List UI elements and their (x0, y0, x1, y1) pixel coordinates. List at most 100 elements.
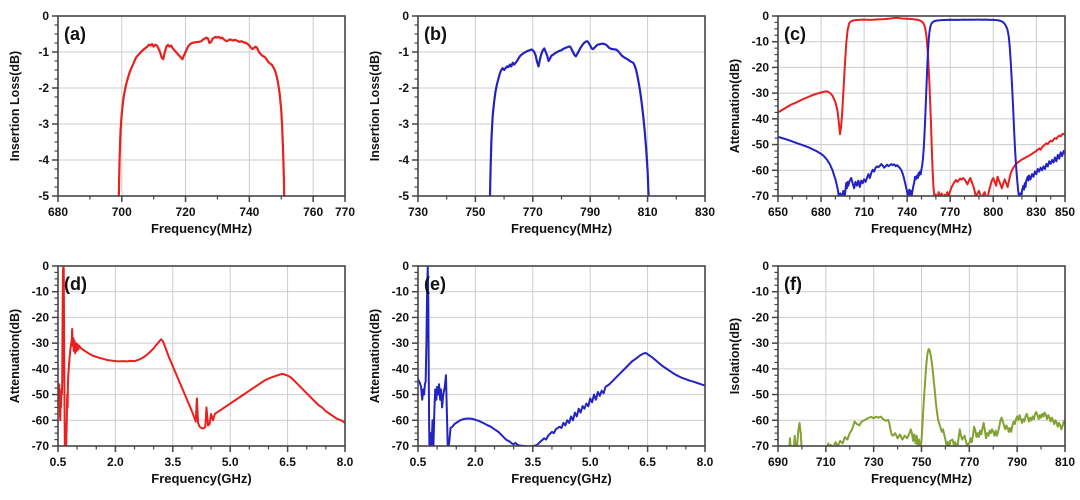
y-tick-label: -70 (752, 439, 770, 453)
x-tick-label: 830 (1026, 205, 1046, 219)
chart-insertion-loss-filter1: 680 700 720 740 760 770 0 -1 -2 -3 -4 -5 (0, 0, 360, 250)
y-tick-label: -50 (752, 138, 770, 152)
x-tick-label: 740 (897, 205, 917, 219)
panel-letter-c: (c) (784, 24, 806, 44)
y-tick-label: -50 (392, 388, 410, 402)
y-tick-label: -60 (32, 413, 50, 427)
x-tick-label: 680 (811, 205, 831, 219)
panel-e: 0.5 2.0 3.5 5.0 6.5 8.0 0 -10 -20 -30 -40 -50 -60 -70… (360, 250, 720, 500)
x-axis-label-f: Frequency(MHz) (870, 471, 973, 486)
x-tick-label: 6.5 (639, 455, 656, 469)
y-tick-label: -5 (398, 189, 409, 203)
chart-wideband-attenuation-filter1: 0.5 2.0 3.5 5.0 6.5 8.0 0 -10 -20 -30 -40 -50 -60 -70 (0, 250, 360, 500)
y-tick-label: -20 (752, 310, 770, 324)
y-tick-label: -20 (32, 310, 50, 324)
y-tick-label: 0 (402, 259, 409, 273)
x-tick-label: 650 (768, 205, 788, 219)
y-tick-label: -30 (392, 336, 410, 350)
x-axis-label-a: Frequency(MHz) (150, 221, 253, 236)
x-tick-label: 720 (176, 205, 196, 219)
y-tick-label: -30 (752, 336, 770, 350)
x-tick-label: 740 (239, 205, 259, 219)
y-tick-label: 0 (42, 259, 49, 273)
panel-d: 0.5 2.0 3.5 5.0 6.5 8.0 0 -10 -20 -30 -40 -50 -60 -70… (0, 250, 360, 500)
y-tick-label: -70 (32, 439, 50, 453)
y-tick-label: -20 (752, 60, 770, 74)
x-tick-label: 0.5 (410, 455, 427, 469)
curve-attenuation-filter1 (778, 16, 1065, 196)
curve-insertion-loss-filter2 (488, 40, 650, 196)
y-axis-label-e: Attenuation(dB) (368, 308, 382, 404)
x-tick-label: 710 (816, 455, 836, 469)
curve-isolation (788, 348, 1065, 446)
y-tick-label: -20 (392, 310, 410, 324)
y-tick-label: -2 (398, 81, 409, 95)
y-tick-label: -4 (38, 153, 49, 167)
y-tick-label: -30 (752, 86, 770, 100)
y-tick-label: -4 (398, 153, 409, 167)
y-tick-label: -60 (752, 413, 770, 427)
x-tick-label: 0.5 (50, 455, 67, 469)
y-tick-label: -30 (32, 336, 50, 350)
x-tick-label: 810 (1055, 455, 1075, 469)
y-axis-label-d: Attenuation(dB) (8, 308, 22, 404)
y-tick-label: 0 (762, 9, 769, 23)
panel-f: 690 710 730 750 770 790 810 0 -10 -20 -30 -40 -50 -60… (720, 250, 1080, 500)
y-tick-label: -70 (752, 189, 770, 203)
y-tick-label: 0 (762, 259, 769, 273)
x-axis-label-e: Frequency(GHz) (511, 471, 612, 486)
x-tick-label: 680 (48, 205, 68, 219)
x-axis-label-b: Frequency(MHz) (510, 221, 613, 236)
x-tick-label: 770 (335, 205, 355, 219)
y-tick-label: -10 (32, 285, 50, 299)
x-tick-label: 850 (1055, 205, 1075, 219)
x-tick-label: 730 (408, 205, 428, 219)
y-axis-label-a: Insertion Loss(dB) (8, 50, 22, 162)
x-tick-label: 760 (303, 205, 323, 219)
y-tick-label: -50 (32, 388, 50, 402)
curve-wideband-attenuation-filter1 (58, 266, 345, 446)
y-axis-label-b: Insertion Loss(dB) (368, 50, 382, 162)
x-tick-label: 830 (695, 205, 715, 219)
x-axis-label-c: Frequency(MHz) (870, 221, 973, 236)
x-tick-label: 5.0 (582, 455, 599, 469)
x-tick-label: 710 (854, 205, 874, 219)
x-tick-label: 790 (580, 205, 600, 219)
y-tick-label: -40 (392, 362, 410, 376)
panel-b: 730 750 770 790 810 830 0 -1 -2 -3 -4 -5 (b) Freque… (360, 0, 720, 250)
x-tick-label: 3.5 (164, 455, 181, 469)
y-tick-label: -50 (752, 388, 770, 402)
chart-attenuation-both-filters: 650 680 710 740 770 800 830 850 0 -10 -20 -30 -40 -50… (720, 0, 1080, 250)
x-tick-label: 2.0 (467, 455, 484, 469)
y-tick-label: -70 (392, 439, 410, 453)
panel-letter-e: (e) (424, 274, 446, 294)
panel-letter-d: (d) (64, 274, 87, 294)
x-tick-label: 770 (940, 205, 960, 219)
y-tick-label: -40 (752, 362, 770, 376)
x-axis-label-d: Frequency(GHz) (151, 471, 252, 486)
x-tick-label: 810 (638, 205, 658, 219)
y-axis-label-c: Attenuation(dB) (728, 58, 742, 154)
curve-insertion-loss-filter1 (117, 35, 286, 196)
x-tick-label: 770 (523, 205, 543, 219)
y-tick-label: 0 (402, 9, 409, 23)
x-tick-label: 8.0 (337, 455, 354, 469)
y-axis-label-f: Isolation(dB) (728, 317, 742, 395)
y-tick-label: -40 (32, 362, 50, 376)
y-tick-label: -10 (752, 285, 770, 299)
y-tick-label: -5 (38, 189, 49, 203)
x-tick-label: 730 (864, 455, 884, 469)
panel-letter-f: (f) (784, 274, 802, 294)
chart-isolation: 690 710 730 750 770 790 810 0 -10 -20 -30 -40 -50 -60… (720, 250, 1080, 500)
chart-insertion-loss-filter2: 730 750 770 790 810 830 0 -1 -2 -3 -4 -5 (360, 0, 720, 250)
x-tick-label: 800 (983, 205, 1003, 219)
y-tick-label: -60 (752, 163, 770, 177)
y-tick-label: -3 (38, 117, 49, 131)
x-tick-label: 5.0 (222, 455, 239, 469)
x-tick-label: 700 (112, 205, 132, 219)
panel-c: 650 680 710 740 770 800 830 850 0 -10 -20 -30 -40 -50… (720, 0, 1080, 250)
y-tick-label: -10 (392, 285, 410, 299)
curve-attenuation-filter2 (778, 18, 1065, 196)
x-tick-label: 6.5 (279, 455, 296, 469)
